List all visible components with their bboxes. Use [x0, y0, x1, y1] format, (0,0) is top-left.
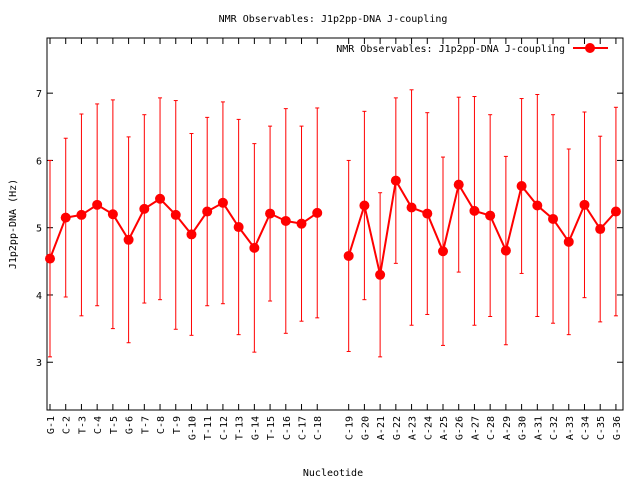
data-point — [45, 253, 55, 264]
data-point — [390, 175, 401, 186]
data-point — [500, 245, 511, 256]
data-point — [123, 234, 134, 245]
x-tick-label: G-10 — [187, 416, 198, 440]
x-tick-label: T-15 — [266, 416, 277, 440]
y-tick-label: 3 — [36, 358, 42, 369]
x-tick-label: G-26 — [455, 416, 466, 440]
x-tick-label: A-33 — [565, 416, 576, 440]
data-point — [422, 208, 433, 219]
data-point — [249, 242, 260, 253]
data-point — [469, 205, 480, 216]
data-point — [485, 210, 496, 221]
data-point — [92, 199, 103, 210]
x-tick-label: G-14 — [250, 416, 261, 440]
x-tick-label: C-16 — [282, 416, 293, 440]
data-point — [595, 224, 606, 235]
plot-border — [46, 37, 624, 411]
data-point — [548, 213, 559, 224]
x-tick-label: G-6 — [125, 416, 136, 434]
y-tick-label: 6 — [36, 156, 42, 167]
legend-marker — [585, 43, 595, 53]
data-point — [217, 197, 228, 208]
data-point — [343, 250, 354, 261]
y-tick-label: 5 — [36, 224, 42, 235]
x-tick-label: T-3 — [77, 416, 88, 434]
data-point — [233, 222, 244, 233]
x-tick-label: C-19 — [345, 416, 356, 440]
x-tick-label: G-22 — [392, 416, 403, 440]
data-point — [563, 236, 574, 247]
data-point — [280, 215, 291, 226]
x-tick-label: C-8 — [156, 416, 167, 434]
y-tick-label: 4 — [36, 291, 42, 302]
data-point — [202, 206, 213, 217]
data-point — [406, 202, 417, 213]
data-point — [107, 209, 118, 220]
data-point — [375, 269, 386, 280]
x-tick-label: G-30 — [518, 416, 529, 440]
data-point — [186, 229, 197, 240]
x-tick-label: T-13 — [235, 416, 246, 440]
x-tick-label: A-29 — [502, 416, 513, 440]
x-tick-label: C-4 — [93, 416, 104, 434]
x-tick-label: C-18 — [313, 416, 324, 440]
data-point — [610, 206, 621, 217]
data-point — [579, 199, 590, 210]
data-point — [516, 180, 527, 191]
data-point — [438, 246, 448, 257]
x-tick-label: T-7 — [140, 416, 151, 434]
x-tick-label: C-12 — [219, 416, 230, 440]
series — [45, 89, 621, 358]
x-tick-label: T-5 — [109, 416, 120, 434]
data-point — [139, 203, 150, 214]
data-point — [155, 193, 166, 204]
x-tick-label: A-23 — [408, 416, 419, 440]
x-tick-label: C-28 — [486, 416, 497, 440]
legend-label: NMR Observables: J1p2pp-DNA J-coupling — [336, 44, 565, 55]
data-point — [312, 207, 323, 218]
x-tick-label: G-1 — [46, 416, 57, 434]
data-point — [359, 200, 370, 211]
data-point — [60, 212, 71, 223]
series-line — [49, 197, 318, 260]
x-tick-label: C-35 — [596, 416, 607, 440]
x-tick-label: C-32 — [549, 416, 560, 440]
data-point — [170, 209, 181, 220]
x-tick-label: A-27 — [470, 416, 481, 440]
data-point — [265, 208, 276, 219]
x-tick-label: T-11 — [203, 416, 214, 440]
data-point — [453, 179, 464, 190]
x-tick-label: C-34 — [580, 416, 591, 440]
x-tick-label: T-9 — [172, 416, 183, 434]
x-tick-label: G-20 — [360, 416, 371, 440]
x-tick-label: A-21 — [376, 416, 387, 440]
x-tick-label: A-25 — [439, 416, 450, 440]
series-line — [347, 177, 617, 276]
y-axis-label: J1p2pp-DNA (Hz) — [8, 179, 19, 269]
axes: 3 4 5 6 7 G-1 C-2 T-3 C-4 T-5 G-6 T-7 C-8 T-9 G-10 T-11… — [36, 38, 623, 440]
legend: NMR Observables: J1p2pp-DNA J-coupling — [336, 43, 608, 55]
data-point — [532, 200, 543, 211]
data-point — [296, 218, 307, 229]
x-tick-label: G-36 — [612, 416, 623, 440]
x-tick-label: C-17 — [298, 416, 309, 440]
x-tick-label: C-24 — [423, 416, 434, 440]
x-tick-label: A-31 — [533, 416, 544, 440]
y-tick-label: 7 — [36, 89, 42, 100]
x-tick-label: C-2 — [62, 416, 73, 434]
chart-title: NMR Observables: J1p2pp-DNA J-coupling — [219, 14, 448, 25]
data-point — [76, 209, 87, 220]
x-axis-label: Nucleotide — [303, 468, 363, 479]
